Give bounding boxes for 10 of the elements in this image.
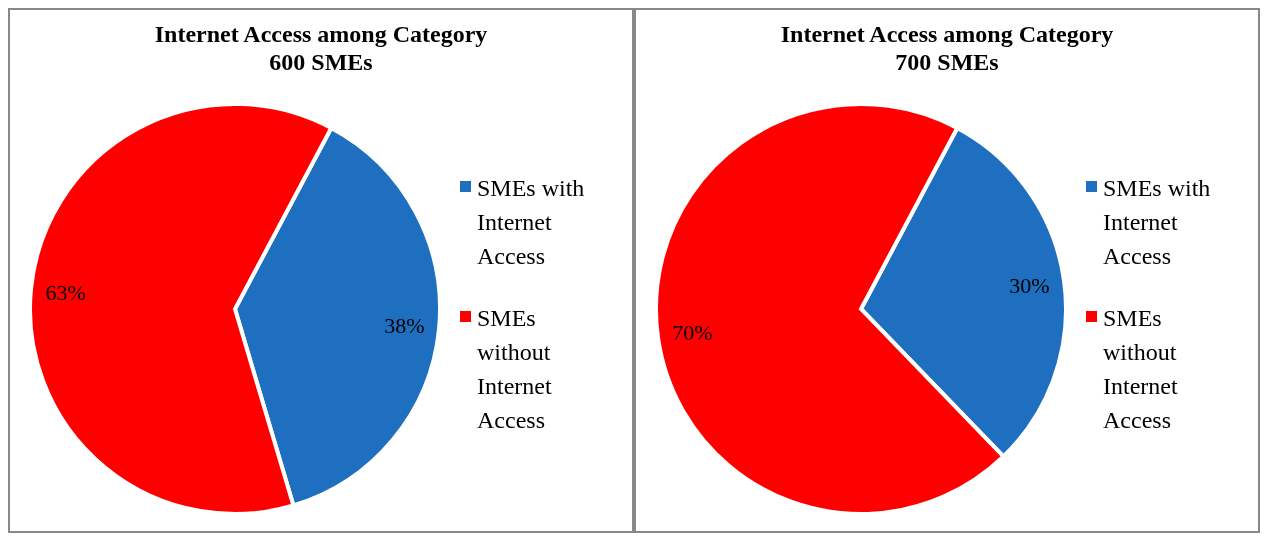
legend-label: SMEs without Internet Access xyxy=(1103,304,1179,435)
legend-label: SMEs with Internet Access xyxy=(477,174,586,271)
data-label: 30% xyxy=(1009,272,1050,298)
chart-title: Internet Access among Category 700 SMEs xyxy=(779,20,1115,76)
data-label: 38% xyxy=(384,313,425,339)
legend-label: SMEs with Internet Access xyxy=(1103,174,1212,271)
legend-label: SMEs without Internet Access xyxy=(477,304,553,435)
data-label: 70% xyxy=(672,320,713,346)
chart-title: Internet Access among Category 600 SMEs xyxy=(153,20,489,76)
data-label: 63% xyxy=(45,279,86,305)
